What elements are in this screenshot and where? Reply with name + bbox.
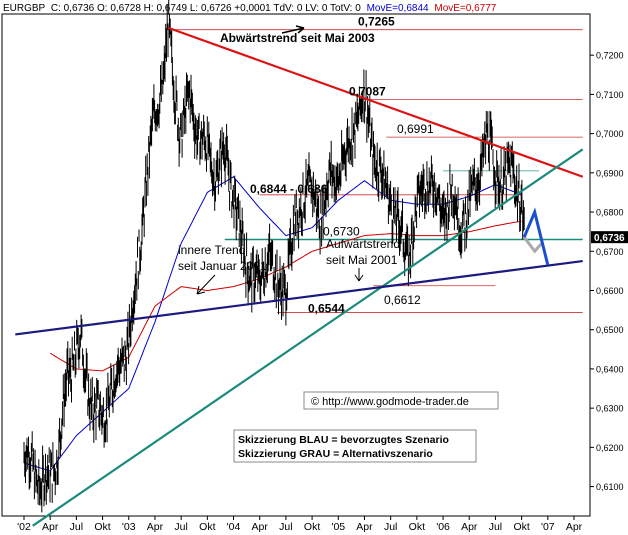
header-quote: C: 0,6736 O: 0,6728 H: 0,6749 L: 0,6726 … <box>51 3 361 14</box>
header-ma1: MovE=0,6844 <box>367 3 429 14</box>
x-tick-label: Apr <box>42 521 59 533</box>
x-tick-label: Okt <box>513 521 529 533</box>
x-tick-label: Apr <box>566 521 583 533</box>
y-tick-label: 0,6700 <box>596 247 624 257</box>
level-label-1: 0,7087 <box>349 84 386 98</box>
x-tick-label: Jul <box>174 521 187 533</box>
x-axis: '02 Apr Jul Okt '03 Apr Jul Okt '04 Apr Jul Okt '05 A… <box>17 516 583 533</box>
legend-box <box>233 429 477 463</box>
annotation-inner-trend-1: innere Trend <box>178 243 245 257</box>
arrow-inner-trend-icon <box>196 274 216 295</box>
y-tick-label: 0,6900 <box>596 168 624 178</box>
y-tick-label: 0,6600 <box>596 286 624 296</box>
x-tick-label: Okt <box>304 521 320 533</box>
annotation-downtrend: Abwärtstrend seit Mai 2003 <box>220 31 375 45</box>
level-label-3: 0,6844 - 0,686 <box>250 182 328 196</box>
level-label-2: 0,6991 <box>397 122 434 136</box>
x-tick-label: Okt <box>94 521 110 533</box>
y-tick-label: 0,6200 <box>596 443 624 453</box>
x-tick-label: Okt <box>409 521 425 533</box>
x-tick-label: Apr <box>461 521 478 533</box>
scenario-blue-line <box>522 207 550 266</box>
copyright-box <box>303 391 499 410</box>
legend-line-blue: Skizzierung BLAU = bevorzugtes Szenario <box>238 434 449 446</box>
level-label-5: 0,6730 <box>323 225 360 239</box>
y-axis: 0,6100 0,6200 0,6300 0,6400 0,6500 0,6600 0,67… <box>589 14 628 516</box>
y-tick-label: 0,6800 <box>596 208 624 218</box>
price-bars <box>23 0 525 513</box>
level-label-7: 0,6544 <box>308 301 345 315</box>
x-tick-label: Okt <box>199 521 215 533</box>
header-symbol: EURGBP <box>3 3 46 14</box>
trendline-1 <box>32 148 584 527</box>
x-tick-label: Jul <box>279 521 292 533</box>
price-bars-path <box>23 0 525 513</box>
level-label-6: 0,6612 <box>384 293 421 307</box>
level-label-0: 0,7265 <box>358 15 395 29</box>
x-tick-label: '06 <box>436 521 450 533</box>
x-tick-label: '05 <box>331 521 345 533</box>
x-tick-label: Jul <box>489 521 502 533</box>
y-tick-label: 0,7100 <box>596 90 624 100</box>
current-price-marker <box>591 231 628 244</box>
trendlines <box>15 26 584 527</box>
x-tick-label: '03 <box>122 521 136 533</box>
x-tick-label: '04 <box>227 521 241 533</box>
y-tick-label: 0,6400 <box>596 364 624 374</box>
scenario-grey-line <box>522 236 543 254</box>
y-tick-label: 0,6500 <box>596 325 624 335</box>
current-price-label: 0,6736 <box>594 233 625 244</box>
x-tick-label: '07 <box>541 521 555 533</box>
trendline-2 <box>15 259 583 336</box>
level-labels: 0,7265 0,7087 0,6991 0,6844 - 0,686 0,6730 0,… <box>250 15 434 316</box>
x-tick-label: '02 <box>17 521 31 533</box>
scenario-sketch <box>522 207 550 266</box>
legend-line-grey: Skizzierung GRAU = Alternativszenario <box>238 448 433 460</box>
annotation-uptrend-1: Aufwärtstrend <box>326 237 400 251</box>
annotation-uptrend-2: seit Mai 2001 <box>326 253 398 267</box>
x-tick-label: Jul <box>70 521 83 533</box>
trendline-0 <box>167 26 584 178</box>
header-ohlc: EURGBP C: 0,6736 O: 0,6728 H: 0,6749 L: … <box>3 3 497 14</box>
y-tick-label: 0,7000 <box>596 129 624 139</box>
arrow-uptrend-icon <box>354 268 364 282</box>
copyright-text: © http://www.godmode-trader.de <box>311 396 469 408</box>
header-ma2: MovE=0,6777 <box>434 3 496 14</box>
x-tick-label: Apr <box>252 521 269 533</box>
y-tick-label: 0,7200 <box>596 51 624 61</box>
x-tick-label: Jul <box>384 521 397 533</box>
annotation-inner-trend-2: seit Januar 2001 <box>178 259 267 273</box>
y-tick-label: 0,6100 <box>596 482 624 492</box>
x-tick-label: Apr <box>147 521 164 533</box>
y-tick-label: 0,6300 <box>596 404 624 414</box>
x-tick-label: Apr <box>356 521 373 533</box>
arrow-downtrend-icon <box>281 25 305 34</box>
